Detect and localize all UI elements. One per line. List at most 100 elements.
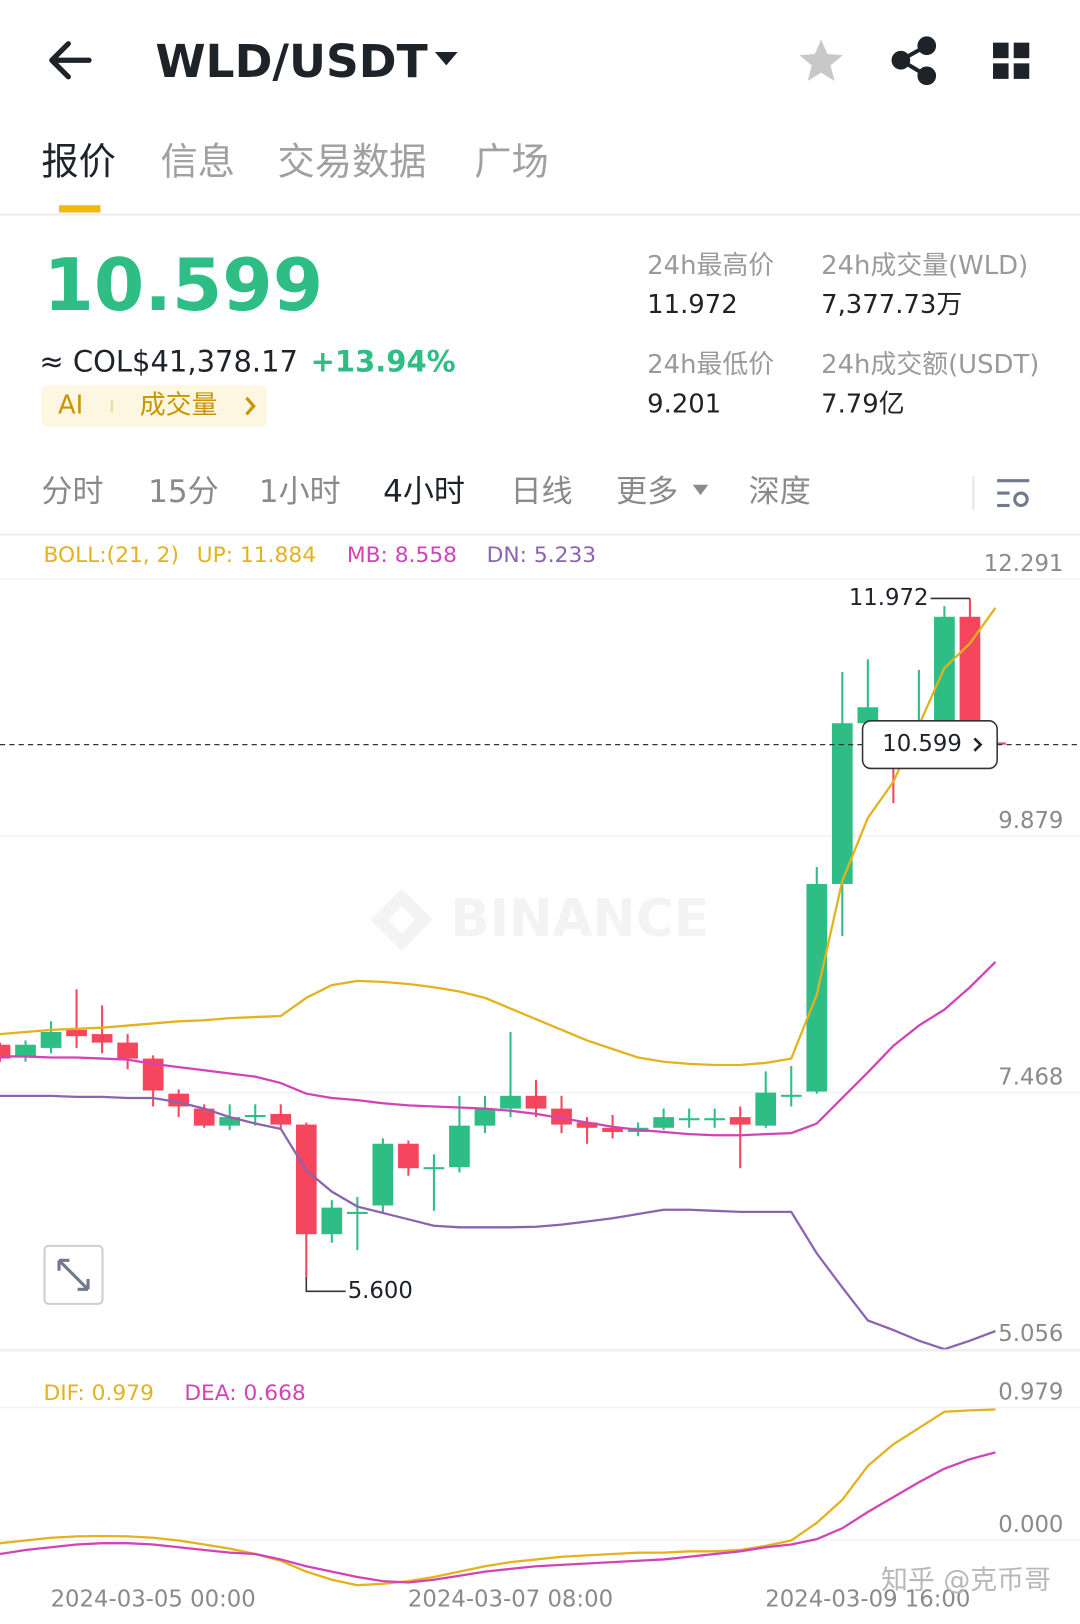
candle-body: [244, 1114, 266, 1118]
candle-body: [934, 616, 955, 734]
high-label: 11.972: [849, 585, 929, 611]
candle-body: [602, 1127, 623, 1133]
candle-body: [525, 1095, 547, 1109]
favorite-star[interactable]: [799, 39, 843, 81]
candle-body: [500, 1095, 521, 1109]
candle-body: [346, 1211, 368, 1214]
candle-body: [321, 1207, 343, 1235]
back-button[interactable]: [49, 41, 92, 80]
low-label: 5.600: [348, 1278, 413, 1304]
y-tick-label: 0.979: [998, 1379, 1063, 1405]
indicator-line: [0, 961, 997, 1137]
candle-body: [729, 1117, 751, 1125]
y-tick-label: 9.879: [998, 808, 1063, 834]
candle-body: [219, 1117, 241, 1126]
ai-topic: 成交量: [140, 391, 218, 421]
candle-body: [755, 1092, 777, 1126]
legend-entry: DIF: 0.979: [43, 1381, 153, 1406]
candle-body: [372, 1143, 394, 1206]
candle-body: [576, 1122, 598, 1128]
candle-body: [40, 1031, 62, 1048]
legend-entry: DEA: 0.668: [184, 1381, 305, 1406]
x-tick-label: 2024-03-09 16:00: [765, 1586, 970, 1612]
candle-body: [806, 883, 828, 1092]
chart-area: 12.291 9.879 7.468 5.056 BINANCE UP: 11.884 MB…: [0, 543, 1080, 1612]
candle-body: [474, 1108, 496, 1126]
candle-body: [193, 1108, 215, 1126]
interval[interactable]: 更多: [616, 474, 678, 510]
legend-entry: UP: 11.884: [197, 543, 316, 568]
y-tick-label: 0.000: [998, 1512, 1063, 1538]
candle-body: [91, 1034, 113, 1043]
interval[interactable]: 4小时: [383, 474, 465, 510]
chart-settings[interactable]: [997, 479, 1030, 508]
pair-dropdown[interactable]: [434, 51, 458, 66]
ai-tag[interactable]: [41, 385, 268, 427]
candle-body: [15, 1044, 36, 1058]
interval[interactable]: 15分: [148, 474, 219, 510]
indicator-label: BOLL:(21, 2): [43, 543, 178, 568]
tab-indicator: [59, 205, 101, 213]
candle-body: [270, 1113, 292, 1125]
stat-value: 11.972: [647, 290, 738, 320]
legend-entry: DN: 5.233: [487, 543, 596, 568]
fullscreen-icon: [57, 1258, 90, 1291]
tab[interactable]: 交易数据: [278, 139, 427, 183]
last-price-text: 10.599: [882, 731, 962, 757]
candle-body: [0, 1044, 11, 1059]
tab[interactable]: 报价: [41, 139, 116, 183]
more-dropdown: [692, 484, 709, 496]
stat-label: 24h最低价: [647, 350, 774, 380]
candle-body: [398, 1143, 419, 1169]
candle-body: [678, 1118, 700, 1121]
low-marker: [305, 1276, 346, 1293]
x-tick-label: 2024-03-07 08:00: [408, 1586, 613, 1612]
x-tick-label: 2024-03-05 00:00: [51, 1586, 256, 1612]
indicator-line: [0, 1451, 996, 1584]
watermark: BINANCE: [370, 888, 709, 951]
ai-chevron: [245, 396, 256, 416]
candle-body: [142, 1058, 164, 1091]
indicator-line: [0, 1094, 996, 1351]
fiat-price: ≈ COL$41,378.17: [39, 345, 298, 379]
y-tick-label: 12.291: [984, 551, 1064, 577]
last-price-chevron: [973, 737, 983, 752]
candle-body: [653, 1117, 674, 1128]
price-change: +13.94%: [311, 345, 456, 379]
stat-value: 7.79亿: [821, 390, 905, 420]
stat-value: 9.201: [647, 390, 721, 420]
share-button[interactable]: [891, 36, 937, 86]
y-tick-label: 5.056: [998, 1321, 1063, 1347]
legend-entry: MB: 8.558: [347, 543, 457, 568]
candle-body: [780, 1094, 802, 1097]
y-tick-label: 7.468: [998, 1064, 1063, 1090]
candle-body: [857, 707, 879, 724]
interval[interactable]: 深度: [749, 474, 811, 510]
tab[interactable]: 信息: [160, 139, 235, 183]
stat-label: 24h成交量(WLD): [821, 251, 1028, 281]
source-watermark: 知乎 @克币哥: [881, 1565, 1051, 1596]
indicator-line: [0, 607, 997, 1067]
watermark-logo: [370, 888, 433, 951]
last-price-tag: [861, 720, 998, 770]
stat-label: 24h成交额(USDT): [821, 350, 1039, 380]
candle-body: [117, 1042, 138, 1059]
interval[interactable]: 分时: [41, 474, 103, 510]
watermark-text: BINANCE: [450, 889, 709, 949]
stat-label: 24h最高价: [647, 251, 774, 281]
candle-body: [66, 1029, 87, 1037]
tab[interactable]: 广场: [474, 139, 549, 183]
ai-label: AI: [58, 391, 83, 421]
last-price: 10.599: [43, 244, 323, 328]
candle-body: [551, 1108, 572, 1125]
interval[interactable]: 日线: [510, 474, 572, 510]
candle-body: [295, 1124, 317, 1235]
interval[interactable]: 1小时: [259, 474, 341, 510]
candle-body: [704, 1118, 726, 1121]
indicator-line: [0, 1408, 996, 1587]
menu-grid[interactable]: [993, 42, 1030, 79]
pair-title[interactable]: WLD/USDT: [155, 35, 427, 88]
candle-body: [831, 723, 853, 884]
candle-body: [449, 1125, 470, 1168]
